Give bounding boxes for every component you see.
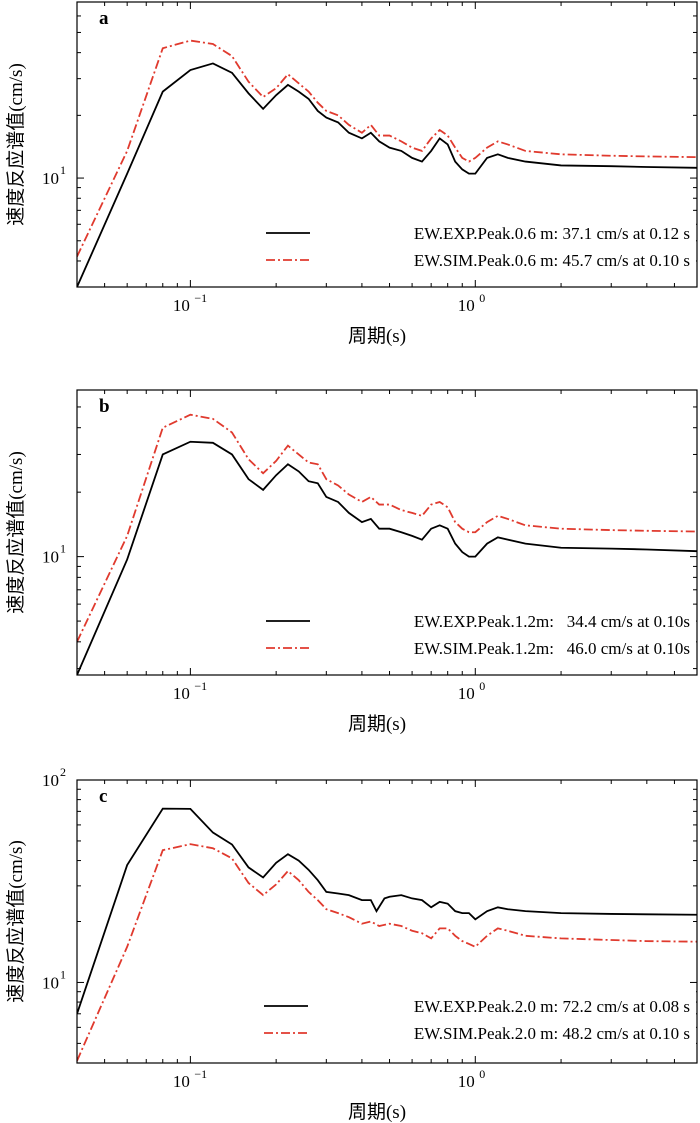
x-axis-label: 周期(s) <box>348 1101 406 1123</box>
legend: EW.EXP.Peak.1.2m: 34.4 cm/s at 0.10s EW.S… <box>258 606 696 666</box>
x-tick-label: 10 <box>173 296 190 315</box>
y-tick-label-exponent: 1 <box>60 967 66 981</box>
x-tick-label-exponent: 0 <box>479 291 485 305</box>
x-tick-label: 10 <box>173 1072 190 1091</box>
exp-series-line <box>77 62 697 287</box>
y-tick-label: 10 <box>42 771 59 790</box>
panel-letter: a <box>99 8 109 29</box>
y-tick-label-exponent: 1 <box>60 163 66 177</box>
legend-label-sim: EW.SIM.Peak.1.2m: 46.0 cm/s at 0.10s <box>414 639 690 658</box>
x-tick-label-exponent: −1 <box>194 291 207 305</box>
legend-label-exp: EW.EXP.Peak.0.6 m: 37.1 cm/s at 0.12 s <box>414 224 690 243</box>
y-tick-label-exponent: 2 <box>60 765 66 779</box>
y-tick-label-exponent: 1 <box>60 542 66 556</box>
y-axis-label: 速度反应谱值(cm/s) <box>5 63 27 226</box>
legend-label-exp: EW.EXP.Peak.2.0 m: 72.2 cm/s at 0.08 s <box>414 997 690 1016</box>
exp-series-line <box>77 440 697 675</box>
panel-letter: c <box>99 786 107 807</box>
axes-frame <box>76 389 698 676</box>
y-axis-label: 速度反应谱值(cm/s) <box>5 451 27 614</box>
panel-b: 10 −1 10 010 1周期(s)速度反应谱值(cm/s)bEW.EXP.Peak.… <box>5 389 698 735</box>
legend-label-sim: EW.SIM.Peak.0.6 m: 45.7 cm/s at 0.10 s <box>414 251 690 270</box>
legend: EW.EXP.Peak.0.6 m: 37.1 cm/s at 0.12 s EW… <box>258 218 696 278</box>
sim-series-line <box>77 413 697 643</box>
x-tick-label: 10 <box>173 684 190 703</box>
legend: EW.EXP.Peak.2.0 m: 72.2 cm/s at 0.08 s EW… <box>256 991 696 1051</box>
sim-series-line <box>77 843 697 1062</box>
x-tick-label-exponent: −1 <box>194 1067 207 1081</box>
x-axis-label: 周期(s) <box>348 713 406 735</box>
y-tick-label: 10 <box>42 169 59 188</box>
legend-label-exp: EW.EXP.Peak.1.2m: 34.4 cm/s at 0.10s <box>414 612 690 631</box>
y-tick-label: 10 <box>42 548 59 567</box>
y-tick-label: 10 <box>42 973 59 992</box>
x-axis-label: 周期(s) <box>348 325 406 347</box>
exp-series-line <box>77 807 697 1015</box>
x-tick-label-exponent: 0 <box>479 679 485 693</box>
y-axis-label: 速度反应谱值(cm/s) <box>5 840 27 1003</box>
legend-label-sim: EW.SIM.Peak.2.0 m: 48.2 cm/s at 0.10 s <box>414 1024 690 1043</box>
x-tick-label-exponent: −1 <box>194 679 207 693</box>
panel-a: 10 −1 10 010 1周期(s)速度反应谱值(cm/s)aEW.EXP.Peak.… <box>5 1 698 347</box>
x-tick-label: 10 <box>458 296 475 315</box>
x-tick-label: 10 <box>458 1072 475 1091</box>
x-tick-label-exponent: 0 <box>479 1067 485 1081</box>
axes-frame <box>76 1 698 288</box>
panel-letter: b <box>99 396 110 417</box>
x-tick-label: 10 <box>458 684 475 703</box>
sim-series-line <box>77 39 697 257</box>
